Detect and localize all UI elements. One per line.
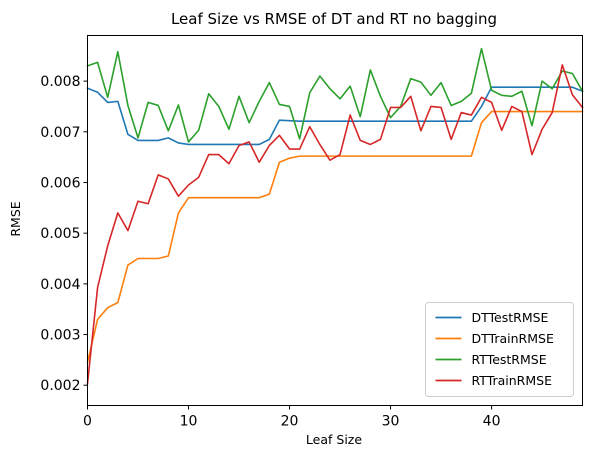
x-tick-label: 40 bbox=[483, 414, 501, 430]
y-tick-label: 0.005 bbox=[40, 226, 80, 242]
ticks-layer: 0 10 20 30 40 0.002 0.003 0.004 0.005 0.006 0.007 0… bbox=[40, 74, 500, 429]
chart-title: Leaf Size vs RMSE of DT and RT no baggin… bbox=[171, 10, 497, 28]
y-tick-label: 0.003 bbox=[40, 328, 80, 344]
x-tick-label: 0 bbox=[83, 414, 92, 430]
legend-label: DTTestRMSE bbox=[472, 310, 549, 325]
x-tick-label: 10 bbox=[180, 414, 198, 430]
y-tick-label: 0.004 bbox=[40, 277, 80, 293]
legend-box bbox=[425, 302, 574, 397]
series-line-rttestrmse bbox=[86, 47, 584, 143]
plot-frame bbox=[87, 35, 583, 406]
legend-label: RTTestRMSE bbox=[472, 352, 547, 367]
series-line-rttrainrmse bbox=[86, 64, 584, 385]
x-axis-label: Leaf Size bbox=[306, 432, 362, 447]
series-line-dttestrmse bbox=[86, 86, 584, 146]
y-tick-label: 0.002 bbox=[40, 378, 80, 394]
legend-label: RTTrainRMSE bbox=[472, 373, 553, 388]
legend-label: DTTrainRMSE bbox=[472, 331, 554, 346]
x-tick-label: 30 bbox=[382, 414, 400, 430]
y-axis-label: RMSE bbox=[8, 201, 23, 236]
series-line-dttrainrmse bbox=[86, 110, 584, 364]
legend: DTTestRMSE DTTrainRMSE RTTestRMSE RTTrainRM… bbox=[425, 302, 574, 397]
y-tick-label: 0.007 bbox=[40, 125, 80, 141]
y-tick-label: 0.006 bbox=[40, 175, 80, 191]
x-tick-label: 20 bbox=[281, 414, 299, 430]
series-layer bbox=[86, 47, 584, 385]
y-tick-label: 0.008 bbox=[40, 74, 80, 90]
